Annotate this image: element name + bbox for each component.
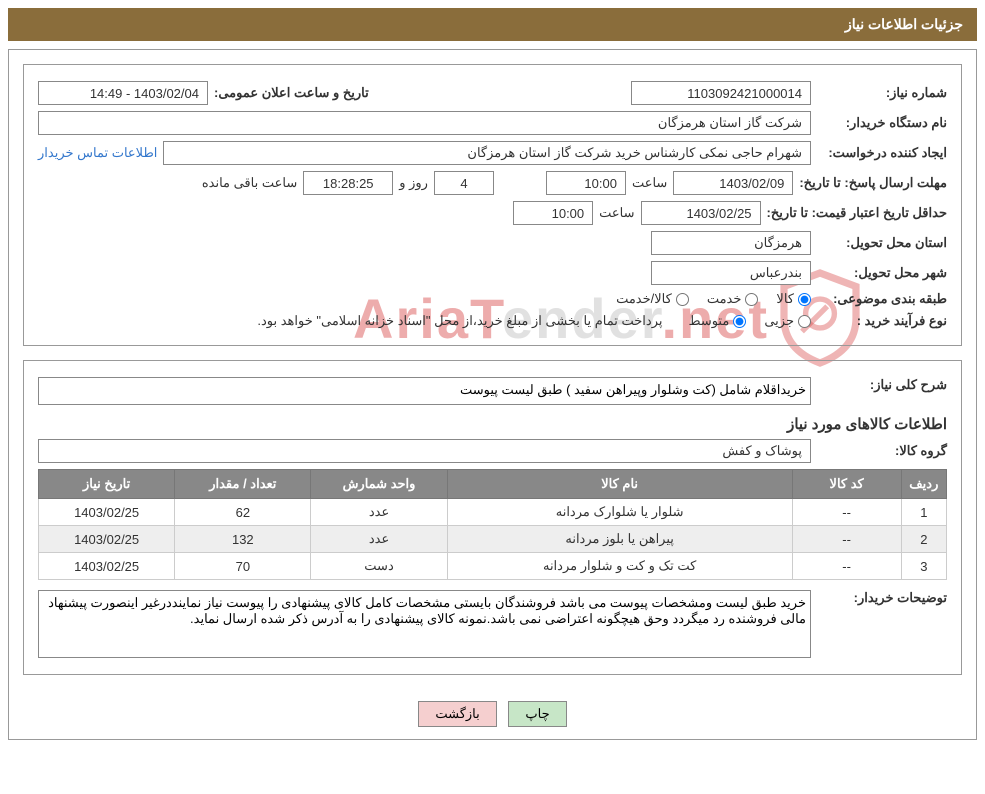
items-table: ردیفکد کالانام کالاواحد شمارشتعداد / مقد… xyxy=(38,469,947,580)
table-cell: 1403/02/25 xyxy=(39,499,175,526)
process-note: پرداخت تمام یا بخشی از مبلغ خرید،از محل … xyxy=(257,313,662,329)
announce-label: تاریخ و ساعت اعلان عمومی: xyxy=(214,85,369,101)
group-label: گروه کالا: xyxy=(817,443,947,459)
group-value: پوشاک و کفش xyxy=(38,439,811,463)
button-row: چاپ بازگشت xyxy=(9,689,976,739)
table-cell: -- xyxy=(792,526,901,553)
back-button[interactable]: بازگشت xyxy=(418,701,496,727)
need-number-label: شماره نیاز: xyxy=(817,85,947,101)
table-cell: 62 xyxy=(175,499,311,526)
delivery-province: هرمزگان xyxy=(651,231,811,255)
delivery-province-label: استان محل تحویل: xyxy=(817,235,947,251)
subject-radio-both[interactable] xyxy=(676,293,689,306)
deadline-time: 10:00 xyxy=(546,171,626,195)
hours-label: ساعت باقی مانده xyxy=(202,175,297,191)
table-cell: -- xyxy=(792,499,901,526)
subject-opt1: کالا xyxy=(776,291,794,307)
content-wrapper: شماره نیاز: 1103092421000014 تاریخ و ساع… xyxy=(8,49,977,740)
buyer-notes-text xyxy=(38,590,811,658)
need-number-value: 1103092421000014 xyxy=(631,81,811,105)
table-header: واحد شمارش xyxy=(311,470,447,499)
buyer-org-label: نام دستگاه خریدار: xyxy=(817,115,947,131)
delivery-city-label: شهر محل تحویل: xyxy=(817,265,947,281)
table-header: نام کالا xyxy=(447,470,792,499)
hours-remaining: 18:28:25 xyxy=(303,171,393,195)
page-title: جزئیات اطلاعات نیاز xyxy=(845,16,963,32)
time-label: ساعت xyxy=(599,205,634,221)
table-cell: عدد xyxy=(311,526,447,553)
table-cell: 132 xyxy=(175,526,311,553)
process-radio-medium[interactable] xyxy=(733,315,746,328)
table-row: 1--شلوار یا شلوارک مردانهعدد621403/02/25 xyxy=(39,499,947,526)
price-validity-label: حداقل تاریخ اعتبار قیمت: تا تاریخ: xyxy=(767,205,947,221)
table-cell: 1403/02/25 xyxy=(39,526,175,553)
items-header: اطلاعات کالاهای مورد نیاز xyxy=(38,415,947,433)
subject-opt2: خدمت xyxy=(707,291,742,307)
buyer-notes-label: توضیحات خریدار: xyxy=(817,590,947,606)
subject-radio-goods[interactable] xyxy=(798,293,811,306)
table-cell: 2 xyxy=(901,526,946,553)
time-label: ساعت xyxy=(632,175,667,191)
buyer-org-value: شرکت گاز استان هرمزگان xyxy=(38,111,811,135)
process-radio-minor[interactable] xyxy=(798,315,811,328)
table-header: کد کالا xyxy=(792,470,901,499)
table-cell: 3 xyxy=(901,553,946,580)
table-row: 3--کت تک و کت و شلوار مردانهدست701403/02… xyxy=(39,553,947,580)
delivery-city: بندرعباس xyxy=(651,261,811,285)
table-row: 2--پیراهن یا بلوز مردانهعدد1321403/02/25 xyxy=(39,526,947,553)
price-time: 10:00 xyxy=(513,201,593,225)
table-cell: -- xyxy=(792,553,901,580)
page-title-bar: جزئیات اطلاعات نیاز xyxy=(8,8,977,41)
deadline-date: 1403/02/09 xyxy=(673,171,793,195)
table-cell: 1403/02/25 xyxy=(39,553,175,580)
need-desc-label: شرح کلی نیاز: xyxy=(817,377,947,393)
table-header: تاریخ نیاز xyxy=(39,470,175,499)
table-header: ردیف xyxy=(901,470,946,499)
process-opt1: جزیی xyxy=(764,313,794,329)
table-cell: پیراهن یا بلوز مردانه xyxy=(447,526,792,553)
table-cell: کت تک و کت و شلوار مردانه xyxy=(447,553,792,580)
detail-section: شرح کلی نیاز: اطلاعات کالاهای مورد نیاز … xyxy=(23,360,962,675)
days-remaining: 4 xyxy=(434,171,494,195)
general-info-section: شماره نیاز: 1103092421000014 تاریخ و ساع… xyxy=(23,64,962,346)
days-label: روز و xyxy=(399,175,428,191)
subject-class-label: طبقه بندی موضوعی: xyxy=(817,291,947,307)
subject-opt3: کالا/خدمت xyxy=(616,291,672,307)
table-cell: دست xyxy=(311,553,447,580)
process-opt2: متوسط xyxy=(688,313,729,329)
requester-label: ایجاد کننده درخواست: xyxy=(817,145,947,161)
buyer-contact-link[interactable]: اطلاعات تماس خریدار xyxy=(38,145,157,161)
table-cell: شلوار یا شلوارک مردانه xyxy=(447,499,792,526)
print-button[interactable]: چاپ xyxy=(508,701,566,727)
price-date: 1403/02/25 xyxy=(641,201,761,225)
announce-value: 1403/02/04 - 14:49 xyxy=(38,81,208,105)
table-cell: 1 xyxy=(901,499,946,526)
need-desc-text xyxy=(38,377,811,405)
subject-radio-service[interactable] xyxy=(745,293,758,306)
requester-value: شهرام حاجی نمکی کارشناس خرید شرکت گاز اس… xyxy=(163,141,811,165)
table-cell: عدد xyxy=(311,499,447,526)
deadline-label: مهلت ارسال پاسخ: تا تاریخ: xyxy=(799,175,947,191)
table-cell: 70 xyxy=(175,553,311,580)
process-type-label: نوع فرآیند خرید : xyxy=(817,313,947,329)
table-header: تعداد / مقدار xyxy=(175,470,311,499)
